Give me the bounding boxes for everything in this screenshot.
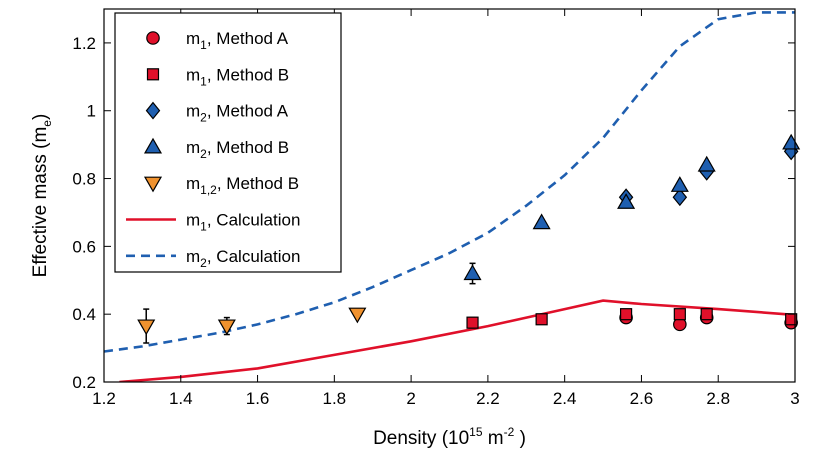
data-point <box>532 213 551 230</box>
legend-label: m1, Calculation <box>186 211 300 234</box>
legend-label: m2, Method B <box>186 138 289 161</box>
legend-label-sub: 1,2 <box>200 183 217 197</box>
x-axis-label-exp: 15 <box>469 425 483 439</box>
legend-label: m1, Method B <box>186 65 289 88</box>
legend-label-base: m <box>186 65 200 84</box>
x-tick-label: 3 <box>790 389 799 408</box>
legend-marker <box>146 31 160 45</box>
y-axis-label-base: Effective mass (m <box>30 127 51 278</box>
legend-label-base: m <box>186 138 200 157</box>
legend-marker <box>143 137 163 154</box>
data-point <box>535 313 548 326</box>
x-tick-label: 2.6 <box>630 389 654 408</box>
data-point <box>217 319 236 336</box>
x-axis-label-suffix: ) <box>514 428 526 449</box>
x-axis-label-prefix: Density (10 <box>373 428 469 449</box>
axes-box <box>103 8 796 383</box>
legend-label: m1,2, Method B <box>186 174 299 197</box>
legend-label-sub: 1 <box>200 220 207 234</box>
legend-item-3: m2, Method B <box>143 137 289 161</box>
legend-label-rest: , Method A <box>207 102 289 121</box>
legend-label: m2, Calculation <box>186 247 300 270</box>
data-point <box>697 155 716 172</box>
series-4 <box>137 307 367 344</box>
y-axis-label-suffix: ) <box>30 114 51 120</box>
y-tick-label: 0.6 <box>72 237 96 256</box>
legend-item-5: m1, Calculation <box>126 211 300 234</box>
legend-label-sub: 2 <box>200 256 207 270</box>
legend-label-sub: 1 <box>200 74 207 88</box>
x-tick-label: 1.2 <box>92 389 116 408</box>
data-point <box>466 316 479 329</box>
series-line-6 <box>104 11 795 353</box>
data-point <box>670 176 689 192</box>
x-tick-label: 1.6 <box>246 389 270 408</box>
x-tick-label: 1.4 <box>169 389 193 408</box>
legend-marker <box>146 68 160 81</box>
y-tick-label: 0.4 <box>72 305 96 324</box>
legend-label-rest: , Method B <box>217 174 299 193</box>
x-tick-label: 2.4 <box>553 389 577 408</box>
legend-label-base: m <box>186 211 200 230</box>
x-tick-label: 2 <box>406 389 415 408</box>
legend-label-rest: , Method A <box>207 29 289 48</box>
y-tick-label: 0.2 <box>72 373 96 392</box>
legend-label-rest: , Method B <box>207 65 289 84</box>
legend-label-base: m <box>186 174 200 193</box>
legend-label: m2, Method A <box>186 102 289 125</box>
legend-marker <box>143 176 163 193</box>
series-6 <box>104 11 795 353</box>
legend-label-rest: , Calculation <box>207 247 301 266</box>
legend-item-6: m2, Calculation <box>126 247 300 270</box>
y-tick-label: 1.2 <box>72 34 96 53</box>
legend-item-1: m1, Method B <box>146 65 289 88</box>
y-axis-label: Effective mass (me) <box>30 114 54 278</box>
legend-label-sub: 2 <box>200 147 207 161</box>
legend-item-0: m1, Method A <box>146 29 289 52</box>
legend-marker <box>145 101 161 120</box>
legend-item-2: m2, Method A <box>145 101 289 125</box>
legend-label-sub: 1 <box>200 38 207 52</box>
legend-label-sub: 2 <box>200 111 207 125</box>
data-point <box>348 307 367 324</box>
data-point <box>700 308 713 321</box>
y-tick-label: 1 <box>87 102 96 121</box>
y-axis-label-sub: e <box>40 120 54 127</box>
legend-item-4: m1,2, Method B <box>143 174 299 197</box>
data-point <box>463 264 482 281</box>
data-point <box>617 193 636 209</box>
legend-label-rest: , Method B <box>207 138 289 157</box>
legend-label-base: m <box>186 102 200 121</box>
series-5 <box>119 299 795 382</box>
series-3 <box>463 133 801 285</box>
legend: m1, Method Am1, Method Bm2, Method Am2, … <box>114 12 342 273</box>
x-tick-label: 2.2 <box>476 389 500 408</box>
data-point <box>672 188 688 207</box>
data-point <box>619 308 633 321</box>
data-point <box>137 319 156 336</box>
series-line-5 <box>119 299 795 382</box>
x-axis-label-mid: m <box>483 428 504 449</box>
series-layer <box>104 11 801 382</box>
legend-label-base: m <box>186 247 200 266</box>
x-tick-label: 2.8 <box>706 389 730 408</box>
legend-label-rest: , Calculation <box>207 211 301 230</box>
legend-label-base: m <box>186 29 200 48</box>
data-point <box>673 308 686 321</box>
x-axis-label: Density (1015 m-2 ) <box>373 425 526 449</box>
axes: 1.2 1.4 1.6 1.8 2 2.2 2.4 2.6 2.8 3 0.2 0.4 0.6 0.8 1 1… <box>72 8 800 408</box>
legend-label: m1, Method A <box>186 29 289 52</box>
x-tick-label: 1.8 <box>323 389 347 408</box>
x-axis-label-exp2: -2 <box>504 425 515 439</box>
y-tick-label: 0.8 <box>72 170 96 189</box>
